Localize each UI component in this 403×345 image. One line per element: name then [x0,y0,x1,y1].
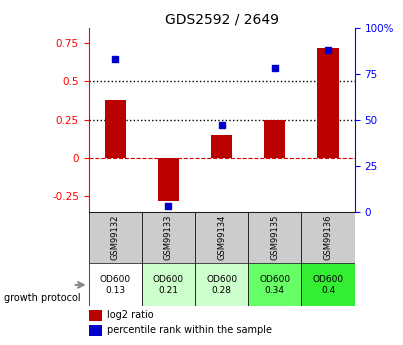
Bar [318,48,339,158]
Bar [211,135,232,158]
Text: OD600
0.28: OD600 0.28 [206,275,237,295]
Title: GDS2592 / 2649: GDS2592 / 2649 [165,12,278,27]
Point [325,47,331,52]
Bar [105,100,126,158]
Text: growth protocol: growth protocol [4,294,81,303]
Point [165,203,172,209]
Bar [301,211,355,263]
Point [272,65,278,71]
Bar [89,310,102,321]
Bar [158,158,179,201]
Bar [248,263,301,306]
Bar [195,263,248,306]
Text: GSM99135: GSM99135 [270,215,279,260]
Text: log2 ratio: log2 ratio [107,310,154,320]
Bar [89,211,142,263]
Bar [89,263,142,306]
Bar [301,263,355,306]
Point [218,122,225,128]
Bar [142,211,195,263]
Text: OD600
0.4: OD600 0.4 [312,275,344,295]
Text: percentile rank within the sample: percentile rank within the sample [107,325,272,335]
Text: OD600
0.21: OD600 0.21 [153,275,184,295]
Text: GSM99133: GSM99133 [164,215,173,260]
Text: GSM99136: GSM99136 [324,215,332,260]
Bar [195,211,248,263]
Bar [89,325,102,336]
Bar [142,263,195,306]
Point [112,56,118,62]
Bar [264,120,285,158]
Text: GSM99134: GSM99134 [217,215,226,260]
Text: OD600
0.13: OD600 0.13 [100,275,131,295]
Bar [248,211,301,263]
Text: OD600
0.34: OD600 0.34 [259,275,291,295]
Text: GSM99132: GSM99132 [111,215,120,260]
